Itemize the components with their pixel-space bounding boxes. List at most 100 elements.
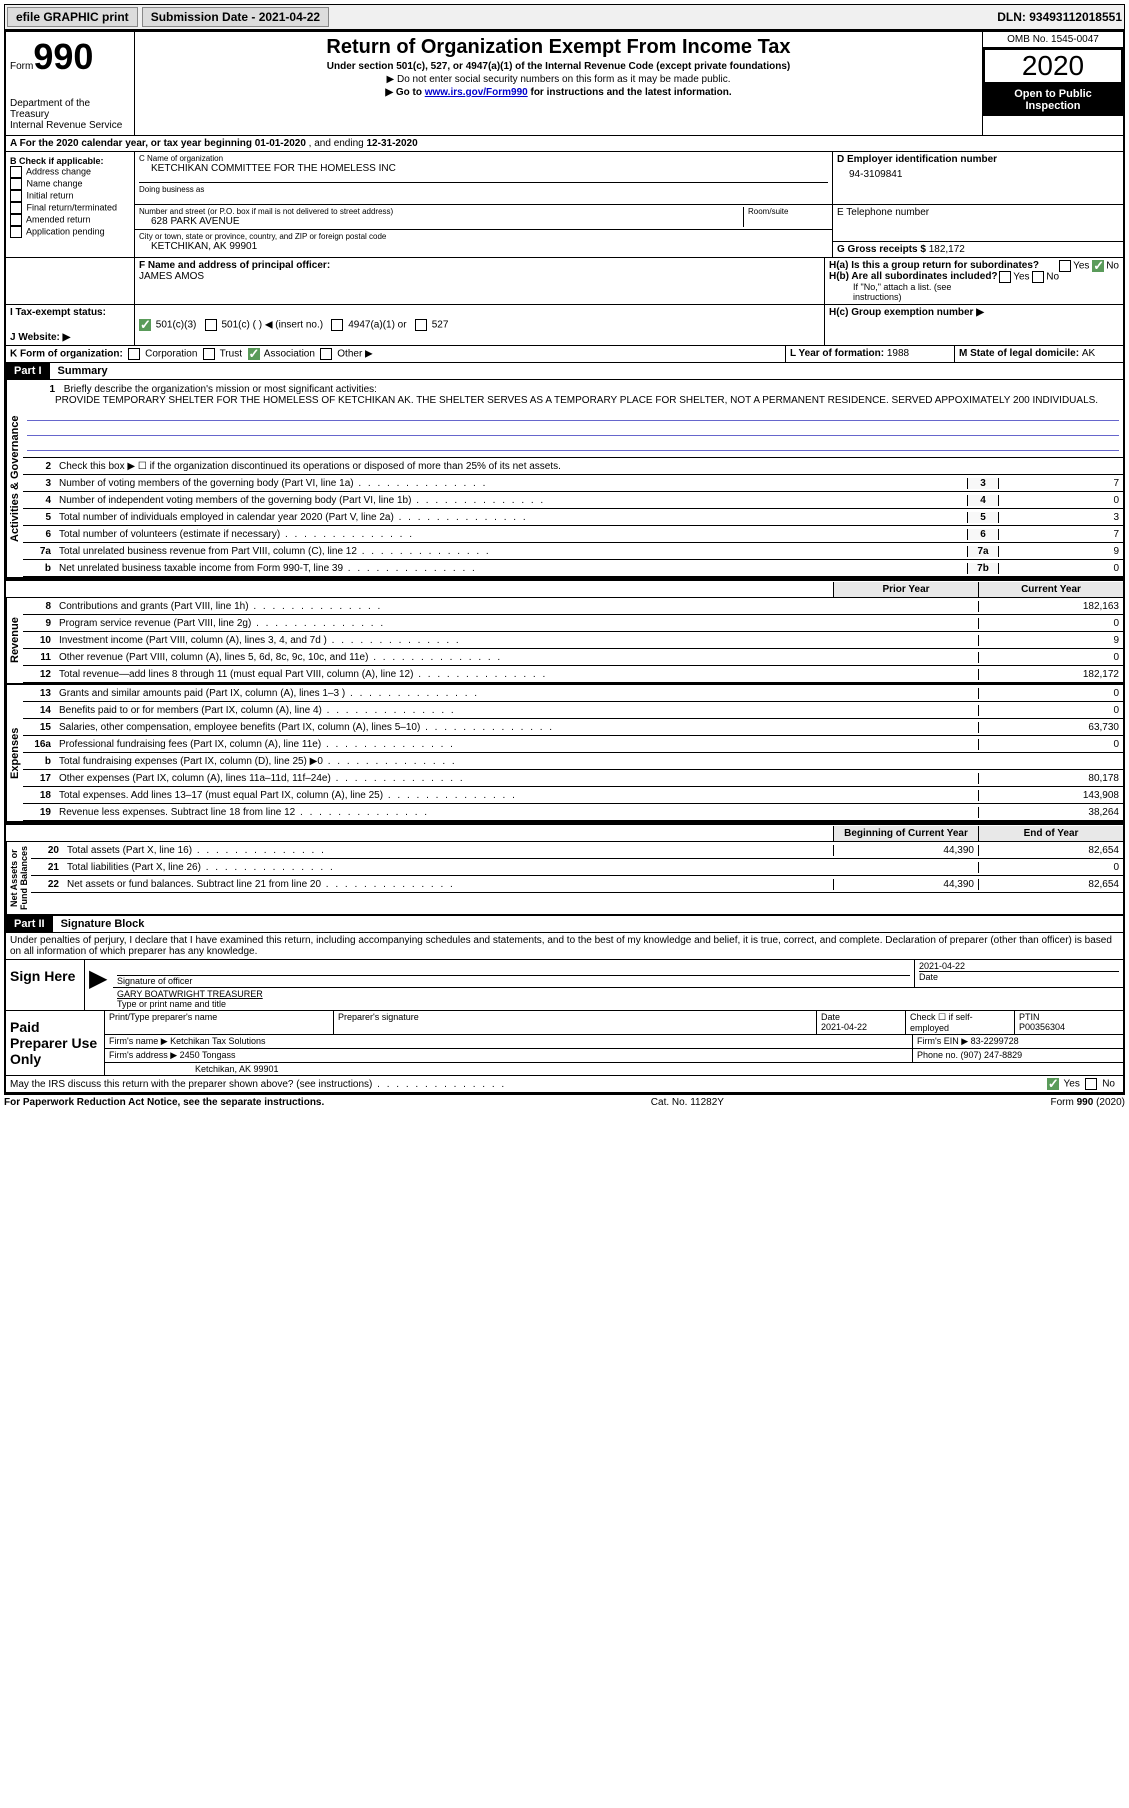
prep-date: 2021-04-22 [821,1022,867,1032]
expense-line: 18Total expenses. Add lines 13–17 (must … [23,787,1123,804]
year-formation: 1988 [887,348,909,359]
firm-city: Ketchikan, AK 99901 [105,1063,1123,1075]
check-self-employed[interactable]: Check ☐ if self-employed [906,1011,1015,1034]
footer-left: For Paperwork Reduction Act Notice, see … [4,1097,324,1108]
form-prefix: Form [10,61,33,72]
revenue-line: 10Investment income (Part VIII, column (… [23,632,1123,649]
room-label: Room/suite [748,207,828,216]
subtitle-2: ▶ Do not enter social security numbers o… [139,74,978,85]
revenue-line: 9Program service revenue (Part VIII, lin… [23,615,1123,632]
check-assoc[interactable] [248,348,260,360]
section-f-h: F Name and address of principal officer:… [6,258,1123,305]
expense-line: 16aProfessional fundraising fees (Part I… [23,736,1123,753]
prior-year-header: Prior Year [833,582,978,597]
footer-form: Form 990 (2020) [1051,1097,1125,1108]
dba-label: Doing business as [139,182,828,194]
governance-line: 6Total number of volunteers (estimate if… [23,526,1123,543]
netassets-line: 22Net assets or fund balances. Subtract … [31,876,1123,893]
current-year-header: Current Year [978,582,1123,597]
check-501c3[interactable] [139,319,151,331]
officer-name: JAMES AMOS [139,271,820,282]
check-amended[interactable]: Amended return [10,214,130,226]
discuss-yes[interactable] [1047,1078,1059,1090]
b-check-label: B Check if applicable: [10,156,130,166]
ha-group-return: H(a) Is this a group return for subordin… [829,260,1119,271]
governance-line: 3Number of voting members of the governi… [23,475,1123,492]
firm-ein: 83-2299728 [971,1036,1019,1046]
form-frame: Form990 Department of the Treasury Inter… [4,30,1125,1095]
city-state-zip: KETCHIKAN, AK 99901 [139,241,828,252]
irs-link[interactable]: www.irs.gov/Form990 [425,87,528,98]
expense-line: 15Salaries, other compensation, employee… [23,719,1123,736]
m-state-label: M State of legal domicile: [959,348,1082,359]
sig-date: 2021-04-22 [919,961,1119,971]
check-527[interactable] [415,319,427,331]
gross-receipts: 182,172 [929,244,965,255]
expense-line: 13Grants and similar amounts paid (Part … [23,685,1123,702]
page-footer: For Paperwork Reduction Act Notice, see … [4,1095,1125,1110]
ptin-value: P00356304 [1019,1022,1065,1032]
side-netassets: Net Assets orFund Balances [6,842,31,914]
netassets-line: 20Total assets (Part X, line 16)44,39082… [31,842,1123,859]
g-gross-label: G Gross receipts $ [837,244,929,255]
check-other[interactable] [320,348,332,360]
sign-here-label: Sign Here [6,960,85,1010]
sig-officer-label: Signature of officer [117,975,910,986]
check-corp[interactable] [128,348,140,360]
prep-name-label: Print/Type preparer's name [105,1011,334,1034]
street-address: 628 PARK AVENUE [139,216,743,227]
part1-title: Summary [50,365,108,377]
check-4947[interactable] [331,319,343,331]
check-final[interactable]: Final return/terminated [10,202,130,214]
firm-phone: (907) 247-8829 [961,1050,1023,1060]
paid-preparer-label: Paid Preparer Use Only [6,1011,105,1075]
check-trust[interactable] [203,348,215,360]
netassets-line: 21Total liabilities (Part X, line 26)0 [31,859,1123,876]
discuss-row: May the IRS discuss this return with the… [6,1076,1123,1093]
row-k-form-org: K Form of organization: Corporation Trus… [6,346,1123,363]
governance-line: bNet unrelated business taxable income f… [23,560,1123,577]
revenue-line: 8Contributions and grants (Part VIII, li… [23,598,1123,615]
ein-value: 94-3109841 [837,165,1119,180]
type-print-label: Type or print name and title [117,999,1119,1009]
part1-header-row: Part I Summary [6,363,1123,380]
date-label: Date [919,971,1119,982]
form-header: Form990 Department of the Treasury Inter… [6,32,1123,136]
revenue-line: 12Total revenue—add lines 8 through 11 (… [23,666,1123,683]
k-label: K Form of organization: [10,349,123,360]
governance-section: Activities & Governance 1 Briefly descri… [6,380,1123,579]
check-initial[interactable]: Initial return [10,190,130,202]
netassets-section: Net Assets orFund Balances 20Total asset… [6,842,1123,916]
submission-date: Submission Date - 2021-04-22 [142,7,329,27]
addr-label: Number and street (or P.O. box if mail i… [139,207,743,216]
side-expenses: Expenses [6,685,23,821]
f-officer-label: F Name and address of principal officer: [139,260,820,271]
check-name[interactable]: Name change [10,178,130,190]
begin-year-header: Beginning of Current Year [833,826,978,841]
check-501c[interactable] [205,319,217,331]
c-name-label: C Name of organization [139,154,828,163]
org-name: KETCHIKAN COMMITTEE FOR THE HOMELESS INC [139,163,828,174]
state-domicile: AK [1082,348,1095,359]
i-tax-status-label: I Tax-exempt status: [10,307,130,318]
part2-badge: Part II [6,916,53,932]
hb-subordinates: H(b) Are all subordinates included? Yes … [829,271,1119,282]
check-address[interactable]: Address change [10,166,130,178]
check-pending[interactable]: Application pending [10,226,130,238]
tax-year: 2020 [983,48,1123,84]
sign-arrow-icon: ▶ [85,960,113,1010]
subtitle-1: Under section 501(c), 527, or 4947(a)(1)… [139,61,978,72]
discuss-no[interactable] [1085,1078,1097,1090]
line2-desc: Check this box ▶ ☐ if the organization d… [57,460,1123,473]
governance-line: 5Total number of individuals employed in… [23,509,1123,526]
governance-line: 7aTotal unrelated business revenue from … [23,543,1123,560]
expense-line: 17Other expenses (Part IX, column (A), l… [23,770,1123,787]
form-title: Return of Organization Exempt From Incom… [139,36,978,59]
l-year-label: L Year of formation: [790,348,887,359]
expense-line: 14Benefits paid to or for members (Part … [23,702,1123,719]
governance-line: 4Number of independent voting members of… [23,492,1123,509]
part2-header-row: Part II Signature Block [6,916,1123,933]
expense-line: 19Revenue less expenses. Subtract line 1… [23,804,1123,821]
mission-text: PROVIDE TEMPORARY SHELTER FOR THE HOMELE… [27,395,1119,406]
prep-sig-label: Preparer's signature [334,1011,817,1034]
